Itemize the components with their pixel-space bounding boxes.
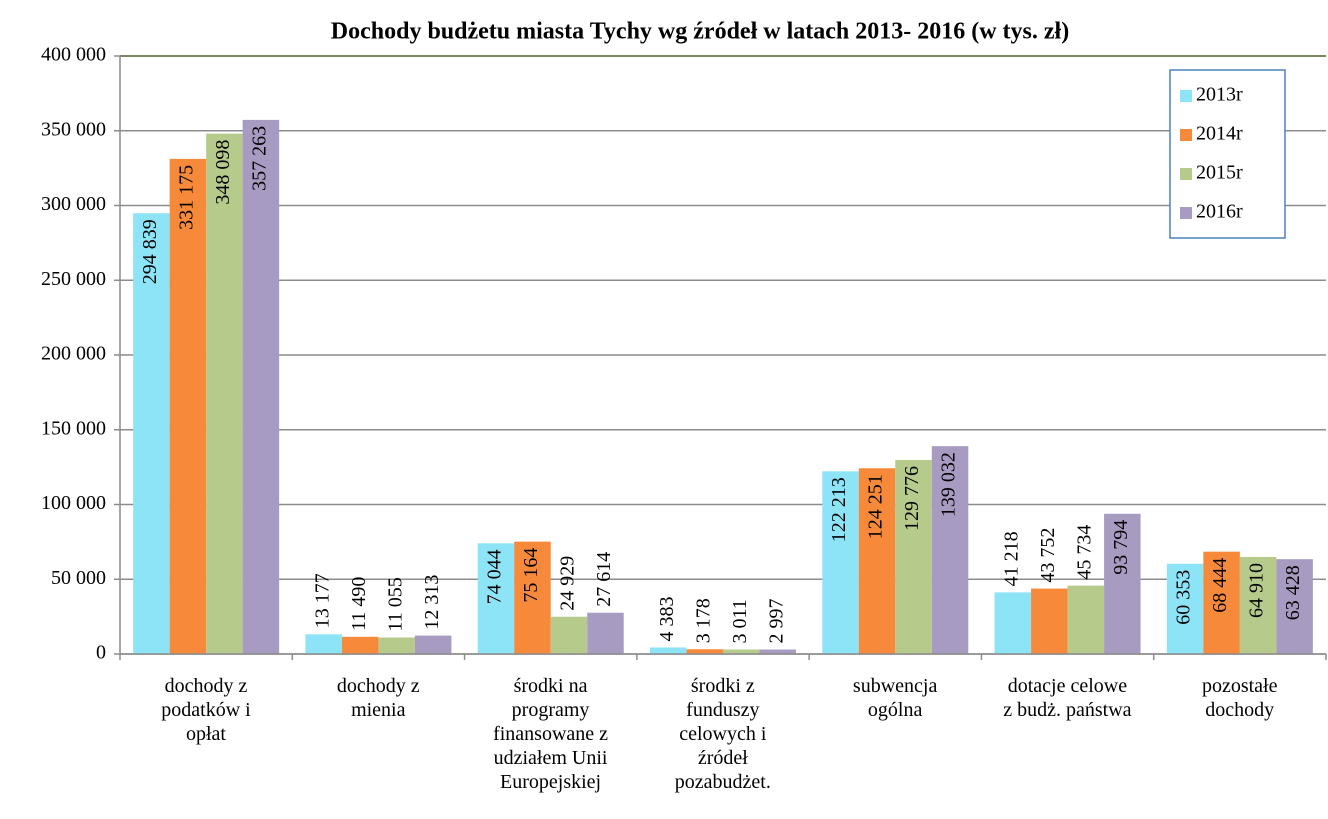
bar <box>895 459 932 654</box>
x-tick-label: dotacje celowe z budż. państwa <box>1003 675 1132 721</box>
x-tick-label: środki z funduszy celowych i źródeł poza… <box>674 675 771 793</box>
bar <box>650 647 687 654</box>
data-label: 41 218 <box>1000 531 1022 586</box>
bar <box>378 637 415 654</box>
legend-swatch <box>1180 129 1192 141</box>
data-label: 27 614 <box>593 552 615 607</box>
bar <box>1276 559 1313 654</box>
bar <box>822 471 859 654</box>
bar <box>587 612 624 654</box>
data-label: 64 910 <box>1246 563 1268 618</box>
bar <box>1031 588 1068 654</box>
bar <box>341 636 379 654</box>
bar <box>1203 551 1240 654</box>
y-tick-label: 200 000 <box>41 343 106 365</box>
data-label: 43 752 <box>1037 528 1059 583</box>
x-tick-label: dochody z podatków i opłat <box>161 675 251 745</box>
data-label: 11 055 <box>384 577 406 631</box>
data-label: 45 734 <box>1073 525 1095 580</box>
data-label: 139 032 <box>938 452 960 517</box>
y-tick-label: 250 000 <box>41 268 106 290</box>
bar <box>994 592 1032 654</box>
bar <box>1166 563 1204 654</box>
data-label: 4 383 <box>656 596 678 641</box>
data-label: 93 794 <box>1110 520 1132 575</box>
bar <box>550 616 588 654</box>
bar <box>1104 513 1141 654</box>
x-tick-label: dochody z mienia <box>336 675 420 721</box>
data-label: 74 044 <box>484 549 506 604</box>
y-tick-label: 300 000 <box>41 193 106 215</box>
legend-label: 2015r <box>1196 162 1243 184</box>
bar <box>206 133 243 654</box>
data-label: 11 490 <box>348 577 370 631</box>
data-label: 124 251 <box>865 474 887 539</box>
data-label: 129 776 <box>901 466 923 531</box>
data-label: 357 263 <box>248 126 270 191</box>
data-label: 60 353 <box>1173 570 1195 625</box>
bar <box>477 543 515 654</box>
bar <box>858 468 896 654</box>
x-tick-label: pozostałe dochody <box>1201 675 1278 721</box>
legend-swatch <box>1180 90 1192 102</box>
legend-label: 2013r <box>1196 84 1243 106</box>
legend-swatch <box>1180 168 1192 180</box>
bar <box>1067 585 1105 654</box>
data-label: 348 098 <box>212 140 234 205</box>
bar <box>305 634 342 654</box>
data-label: 63 428 <box>1282 565 1304 620</box>
bar <box>414 635 452 654</box>
bar <box>931 446 969 654</box>
data-label: 294 839 <box>139 219 161 284</box>
data-label: 122 213 <box>828 477 850 542</box>
bar <box>169 158 207 654</box>
chart-title: Dochody budżetu miasta Tychy wg źródeł w… <box>331 19 1069 45</box>
y-tick-label: 350 000 <box>41 118 106 140</box>
data-label: 3 011 <box>729 599 751 643</box>
data-label: 331 175 <box>175 165 197 230</box>
data-label: 12 313 <box>421 575 443 630</box>
bar <box>686 649 723 654</box>
x-tick-label: środki na programy finansowane z udziałe… <box>493 675 609 793</box>
data-label: 2 997 <box>765 599 787 644</box>
bar <box>242 119 280 654</box>
bar <box>759 649 796 654</box>
bar <box>514 541 551 654</box>
y-tick-label: 400 000 <box>41 44 106 66</box>
x-tick-label: subwencja ogólna <box>852 675 938 721</box>
data-label: 24 929 <box>557 556 579 611</box>
legend-label: 2016r <box>1196 201 1243 223</box>
data-label: 68 444 <box>1209 558 1231 613</box>
legend-swatch <box>1180 207 1192 219</box>
bar <box>1239 556 1277 654</box>
y-tick-label: 50 000 <box>51 567 106 589</box>
y-tick-label: 0 <box>96 642 106 664</box>
data-label: 13 177 <box>311 573 333 628</box>
bar <box>133 213 170 654</box>
y-tick-label: 150 000 <box>41 417 106 439</box>
data-label: 75 164 <box>520 548 542 603</box>
y-tick-label: 100 000 <box>41 492 106 514</box>
bar <box>723 649 760 654</box>
data-label: 3 178 <box>692 598 714 643</box>
legend-label: 2014r <box>1196 123 1243 145</box>
